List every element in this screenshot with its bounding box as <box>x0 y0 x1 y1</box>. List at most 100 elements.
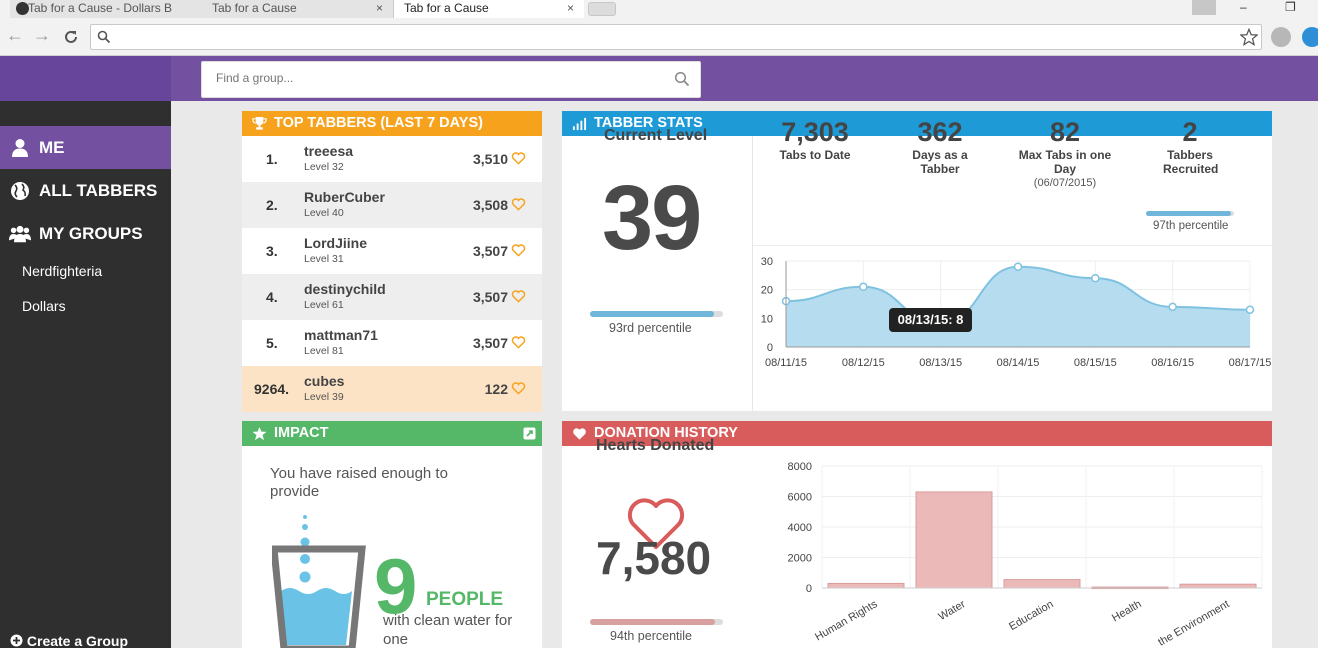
extension-icon[interactable] <box>1302 27 1318 47</box>
search-icon[interactable] <box>674 71 690 87</box>
tabber-stats-header: TABBER STATS <box>562 111 1272 136</box>
browser-tab-strip: Tab for a Cause - Dollars B Tab for a Ca… <box>0 0 1318 18</box>
stat-value: 362 <box>917 117 963 147</box>
my-rank-row[interactable]: 9264. cubes Level 39 122 <box>242 366 542 412</box>
address-bar[interactable] <box>90 24 1262 50</box>
tabber-name: destinychild <box>304 281 386 297</box>
browser-tab-title: Tab for a Cause - Dollars B <box>28 1 173 15</box>
stat-tabs-to-date: 7,303 Tabs to Date <box>750 117 880 162</box>
current-level-value: 39 <box>602 167 702 269</box>
y-tick-label: 2000 <box>788 553 812 565</box>
x-tick-label: 08/11/15 <box>765 357 807 369</box>
panel-title: IMPACT <box>274 425 329 441</box>
impact-subtext: with clean water for one <box>383 612 513 648</box>
stat-sub: (06/07/2015) <box>1033 177 1097 189</box>
recruit-percentile-bar <box>1146 211 1234 216</box>
new-tab-button[interactable] <box>588 2 616 16</box>
browser-tab-1[interactable]: Tab for a Cause - Dollars B <box>10 0 206 18</box>
tabber-level: Level 40 <box>304 207 344 219</box>
bookmark-star-icon[interactable] <box>1240 28 1258 46</box>
x-tick-label: Health <box>1110 598 1144 624</box>
stat-label: Tabbers Recruited <box>1163 148 1219 176</box>
sidebar-item-me[interactable]: ME <box>0 126 171 169</box>
panel-title: TABBER STATS <box>594 115 703 131</box>
divider <box>752 136 753 411</box>
hearts-donated-value: 7,580 <box>596 532 712 584</box>
x-tick-label: 08/13/15 <box>919 357 962 369</box>
back-icon[interactable]: ← <box>6 25 24 45</box>
data-point <box>1168 302 1177 312</box>
stat-label: Days as a Tabber <box>912 148 968 176</box>
star-icon <box>252 426 267 441</box>
sidebar-group-link[interactable]: Dollars <box>22 298 66 314</box>
share-icon[interactable] <box>523 427 536 440</box>
leaderboard-row[interactable]: 3. LordJiine Level 31 3,507 <box>242 228 542 274</box>
tabber-score: 122 <box>484 381 508 397</box>
leaderboard-row[interactable]: 4. destinychild Level 61 3,507 <box>242 274 542 320</box>
x-tick-label: 08/14/15 <box>997 357 1040 369</box>
sidebar-item-label: MY GROUPS <box>39 224 143 243</box>
x-tick-label: 08/15/15 <box>1074 357 1117 369</box>
impact-panel: IMPACT You have raised enough to provide… <box>242 421 542 648</box>
browser-tab-3[interactable]: Tab for a Cause × <box>394 0 584 18</box>
close-tab-icon[interactable]: × <box>375 1 383 15</box>
tabber-score: 3,507 <box>472 289 508 305</box>
chart-tooltip: 08/13/15: 8 <box>889 308 972 332</box>
tabber-level: Level 39 <box>304 391 344 403</box>
tabber-name: mattman71 <box>304 327 378 343</box>
x-tick-label: Water <box>936 598 967 623</box>
leaderboard-row[interactable]: 5. mattman71 Level 81 3,507 <box>242 320 542 366</box>
close-tab-icon[interactable]: × <box>566 1 574 15</box>
app-header <box>0 56 1318 101</box>
bar <box>1179 583 1257 589</box>
top-tabbers-panel: TOP TABBERS (LAST 7 DAYS) 1. treeesa Level… <box>242 111 542 412</box>
panel-title: TOP TABBERS (LAST 7 DAYS) <box>274 115 483 131</box>
rank: 1. <box>266 151 278 167</box>
donation-percentile-fill <box>590 619 716 625</box>
sidebar-item-all-tabbers[interactable]: ALL TABBERS <box>0 169 171 212</box>
y-tick-label: 0 <box>767 342 773 354</box>
y-tick-label: 6000 <box>788 492 812 504</box>
group-search[interactable] <box>201 61 701 98</box>
top-tabbers-header: TOP TABBERS (LAST 7 DAYS) <box>242 111 542 136</box>
y-tick-label: 8000 <box>788 461 812 473</box>
donation-percentile-bar <box>590 619 723 625</box>
heart-icon <box>511 382 526 395</box>
impact-header: IMPACT <box>242 421 542 446</box>
donation-history-panel: DONATION HISTORY Hearts Donated 7,580 94… <box>562 421 1272 648</box>
tabber-name: treeesa <box>304 143 354 159</box>
create-group-button[interactable]: Create a Group <box>10 633 128 648</box>
search-input[interactable] <box>216 71 656 85</box>
donation-percentile-label: 94th percentile <box>610 629 693 643</box>
header-logo-area <box>0 56 171 101</box>
sidebar-item-my-groups[interactable]: MY GROUPS <box>0 212 171 255</box>
leaderboard-row[interactable]: 1. treeesa Level 32 3,510 <box>242 136 542 182</box>
heart-outline-icon <box>627 498 685 549</box>
browser-toolbar: ← → <box>0 18 1318 56</box>
bar <box>1003 579 1081 589</box>
tabber-level: Level 32 <box>304 161 344 173</box>
search-icon <box>97 30 111 44</box>
sidebar-item-label: ALL TABBERS <box>39 181 158 200</box>
rank: 9264. <box>254 381 290 397</box>
divider <box>753 245 1272 246</box>
current-level-label: Current Level <box>604 127 708 144</box>
extension-icon[interactable] <box>1271 27 1291 47</box>
data-point <box>1013 262 1023 271</box>
water-glass-icon <box>272 515 366 648</box>
reload-icon[interactable] <box>62 28 80 46</box>
forward-icon[interactable]: → <box>33 25 51 45</box>
stat-tabbers-recruited: 2 Tabbers Recruited <box>1125 117 1255 176</box>
leaderboard-row[interactable]: 2. RuberCuber Level 40 3,508 <box>242 182 542 228</box>
y-tick-label: 10 <box>761 313 773 325</box>
restore-icon[interactable]: ❐ <box>1285 0 1296 14</box>
tabber-stats-panel: TABBER STATS Current Level 39 93rd perce… <box>562 111 1272 411</box>
recruit-percentile-label: 97th percentile <box>1153 220 1229 232</box>
browser-tab-2[interactable]: Tab for a Cause × <box>202 0 394 18</box>
minimize-icon[interactable]: – <box>1240 0 1247 14</box>
x-tick-label: Education <box>1007 598 1055 633</box>
data-point <box>1245 305 1255 314</box>
sidebar-group-link[interactable]: Nerdfighteria <box>22 263 103 279</box>
signal-bars-icon <box>572 117 587 131</box>
profile-icon[interactable] <box>1192 0 1216 15</box>
